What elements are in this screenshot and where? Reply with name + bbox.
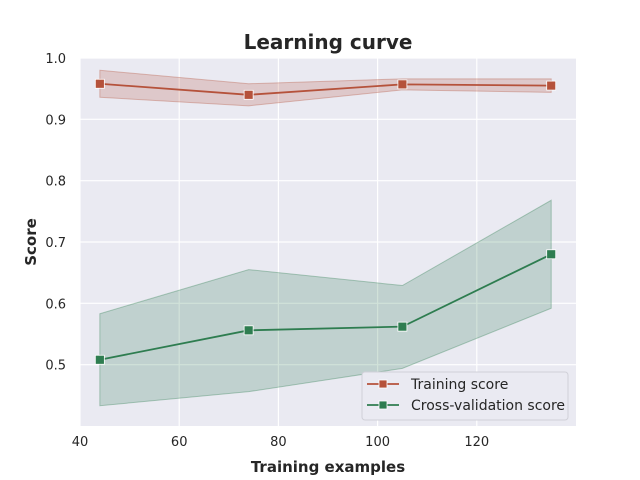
y-tick-labels: 0.5 0.6 0.7 0.8 0.9 1.0: [45, 52, 66, 374]
legend-marker-cv: [378, 400, 388, 410]
series-lines: [99, 82, 552, 361]
y-tick-label: 0.9: [45, 113, 66, 128]
y-tick-label: 0.8: [45, 175, 66, 190]
x-tick-label: 100: [365, 435, 390, 450]
y-tick-label: 0.5: [45, 359, 66, 374]
y-tick-label: 1.0: [45, 52, 66, 67]
data-point-0-0: [94, 78, 105, 89]
confidence-band-0: [99, 69, 552, 107]
y-tick-label: 0.6: [45, 297, 66, 312]
legend-marker-training: [378, 379, 388, 389]
x-tick-labels: 40 60 80 100 120: [72, 435, 489, 450]
series-line-1: [99, 253, 552, 361]
legend: Training score Cross-validation score: [361, 371, 569, 421]
series-markers: [94, 78, 557, 365]
series-line-0: [99, 82, 552, 96]
y-axis-label: Score: [22, 218, 40, 266]
x-axis-label: Training examples: [251, 458, 405, 476]
legend-box: [361, 371, 569, 421]
data-point-1-3: [546, 249, 557, 260]
confidence-band-1: [99, 199, 552, 407]
confidence-bands: [99, 69, 552, 407]
y-tick-label: 0.7: [45, 236, 66, 251]
legend-label-cv: Cross-validation score: [411, 398, 565, 414]
x-tick-label: 40: [72, 435, 89, 450]
data-point-1-2: [397, 321, 408, 332]
data-point-0-1: [243, 89, 254, 100]
legend-label-training: Training score: [410, 377, 508, 393]
grid-lines: [79, 57, 576, 426]
x-tick-label: 80: [270, 435, 287, 450]
data-point-0-3: [546, 80, 557, 91]
data-point-1-0: [94, 354, 105, 365]
data-point-0-2: [397, 79, 408, 90]
data-point-1-1: [243, 325, 254, 336]
x-tick-label: 120: [464, 435, 489, 450]
x-tick-label: 60: [171, 435, 188, 450]
chart-title: Learning curve: [244, 30, 413, 54]
